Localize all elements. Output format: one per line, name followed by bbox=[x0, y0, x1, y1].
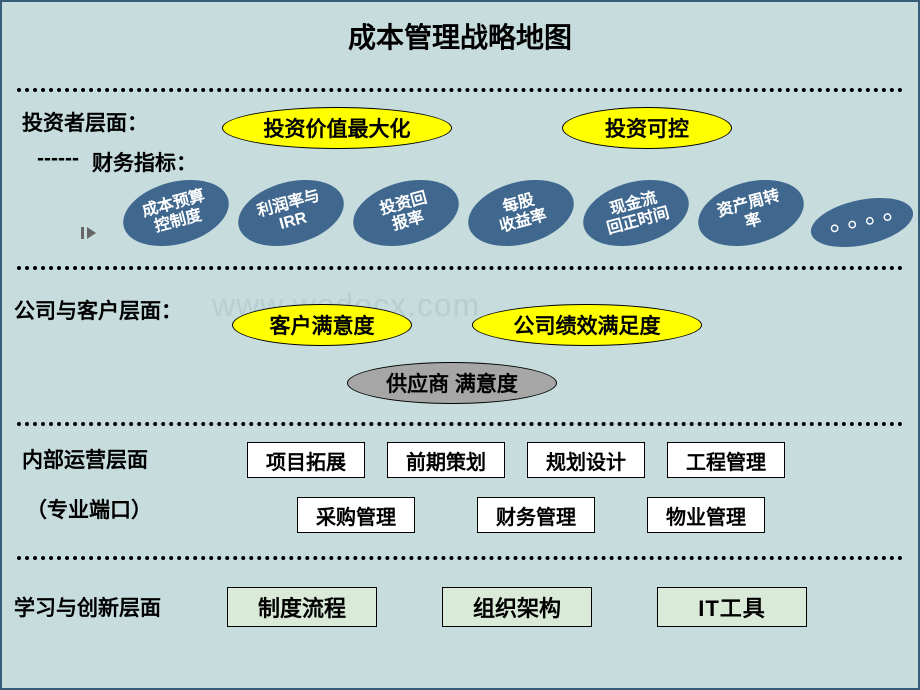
section1-label: 投资者层面： bbox=[22, 107, 148, 137]
section3-sublabel: （专业端口） bbox=[26, 494, 152, 524]
metric-ellipse-text: 资产周转 率 bbox=[715, 187, 786, 239]
process-box: 规划设计 bbox=[527, 442, 645, 478]
process-box: 采购管理 bbox=[297, 497, 415, 533]
section1-sublabel: 财务指标： bbox=[92, 147, 197, 177]
process-box: 工程管理 bbox=[667, 442, 785, 478]
goal-ellipse: 投资价值最大化 bbox=[222, 107, 452, 149]
section-divider bbox=[17, 556, 903, 560]
metric-ellipse: 资产周转 率 bbox=[691, 169, 811, 257]
dots-icon bbox=[806, 190, 917, 256]
metric-ellipse: 现金流 回正时间 bbox=[576, 169, 696, 257]
section-divider bbox=[17, 266, 903, 270]
metric-ellipse-more bbox=[806, 190, 917, 256]
metric-ellipse-text: 每股 收益率 bbox=[493, 189, 549, 237]
section3-label: 内部运营层面 bbox=[22, 444, 148, 474]
section-divider bbox=[17, 422, 903, 426]
goal-ellipse: 投资可控 bbox=[562, 107, 732, 149]
section2-label: 公司与客户层面： bbox=[14, 295, 182, 325]
strategy-map-slide: 成本管理战略地图www.wodocx.com投资者层面：------财务指标：投… bbox=[0, 0, 920, 690]
metric-ellipse-text: 投资回 报率 bbox=[378, 189, 434, 237]
foundation-box: 制度流程 bbox=[227, 587, 377, 627]
metric-ellipse: 成本预算 控制度 bbox=[116, 169, 236, 257]
foundation-box: IT工具 bbox=[657, 587, 807, 627]
metric-ellipse: 每股 收益率 bbox=[461, 169, 581, 257]
play-icon-bar bbox=[81, 227, 84, 239]
outcome-ellipse: 公司绩效满足度 bbox=[472, 304, 702, 346]
process-box: 项目拓展 bbox=[247, 442, 365, 478]
process-box: 前期策划 bbox=[387, 442, 505, 478]
metric-ellipse-text: 现金流 回正时间 bbox=[600, 187, 671, 239]
metric-ellipse: 利润率与 IRR bbox=[231, 169, 351, 257]
outcome-ellipse: 客户满意度 bbox=[232, 304, 412, 346]
section4-label: 学习与创新层面 bbox=[14, 592, 161, 622]
metric-ellipse: 投资回 报率 bbox=[346, 169, 466, 257]
play-icon bbox=[87, 227, 96, 239]
metric-ellipse-text: 利润率与 IRR bbox=[255, 187, 326, 239]
foundation-box: 组织架构 bbox=[442, 587, 592, 627]
slide-title: 成本管理战略地图 bbox=[2, 2, 918, 68]
section-divider bbox=[17, 88, 903, 92]
process-box: 物业管理 bbox=[647, 497, 765, 533]
section1-sublabel-prefix: ------ bbox=[37, 147, 79, 171]
metric-ellipse-text: 成本预算 控制度 bbox=[140, 187, 211, 239]
process-box: 财务管理 bbox=[477, 497, 595, 533]
outcome-ellipse: 供应商 满意度 bbox=[347, 362, 557, 404]
